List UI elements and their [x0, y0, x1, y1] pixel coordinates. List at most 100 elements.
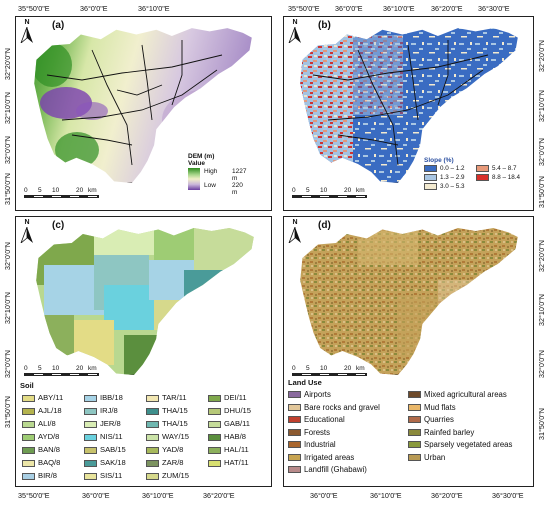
top-lon-label-1: 35°50'0"E	[18, 4, 50, 13]
left-lat-label-3: 32°0'0"N	[3, 136, 12, 164]
scale-10: 10	[320, 365, 328, 372]
left-lat-label-6: 32°10'0"N	[3, 292, 12, 324]
left-lat-label-8: 31°50'0"N	[3, 396, 12, 428]
legend-label: HAB/8	[224, 432, 246, 441]
soil-legend-item: GAB/11	[208, 419, 250, 428]
scale-unit: km	[356, 187, 365, 194]
legend-swatch	[408, 391, 421, 399]
legend-label: 5.4 – 8.7	[492, 165, 517, 172]
left-lat-label-1: 32°20'0"N	[3, 48, 12, 80]
landuse-legend-item: Industrial	[288, 440, 336, 450]
scale-0: 0	[292, 365, 296, 372]
north-arrow-d: N	[288, 219, 302, 248]
legend-label: AYD/8	[38, 432, 60, 441]
slope-legend-item: 1.3 – 2.9	[424, 173, 465, 182]
legend-label: SIS/11	[100, 471, 123, 480]
right-lat-label-2: 32°10'0"N	[537, 90, 546, 122]
legend-label: 3.0 – 5.3	[440, 183, 465, 190]
scale-10: 10	[52, 187, 60, 194]
legend-label: JER/8	[100, 419, 121, 428]
legend-swatch	[208, 394, 221, 402]
soil-legend-item: YAD/8	[146, 445, 183, 454]
legend-label: BAQ/8	[38, 458, 61, 467]
scale-20: 20	[76, 365, 84, 372]
legend-label: HAT/11	[224, 458, 249, 467]
top-lon-label-7: 36°20'0"E	[431, 4, 463, 13]
soil-legend-item: JER/8	[84, 419, 121, 428]
soil-legend-item: SIS/11	[84, 471, 122, 480]
scale-bar-b: 0 5 10 20 km	[292, 187, 367, 198]
landuse-map	[300, 228, 518, 375]
legend-swatch	[288, 453, 301, 461]
legend-label: 8.8 – 18.4	[492, 174, 521, 181]
dem-high-label: High	[204, 168, 218, 175]
left-lat-label-7: 32°0'0"N	[3, 350, 12, 378]
legend-swatch	[84, 420, 97, 428]
legend-label: BAN/8	[38, 445, 60, 454]
soil-legend-item: DEI/11	[208, 393, 247, 402]
legend-swatch	[22, 407, 35, 415]
soil-legend-item: SAB/15	[84, 445, 126, 454]
legend-swatch	[146, 433, 159, 441]
dem-low-label: Low	[204, 182, 216, 189]
panel-b-label: (b)	[318, 20, 331, 31]
soil-legend: ABY/11 IBB/18 TAR/11 DEI/11 AJL/18 IRJ/8 THA/1…	[22, 393, 270, 485]
landuse-legend-item: Mud flats	[408, 403, 456, 413]
slope-legend-title: Slope (%)	[424, 157, 454, 164]
legend-label: Quarries	[424, 415, 454, 424]
left-lat-label-5: 32°0'0"N	[3, 242, 12, 270]
dem-map	[34, 28, 252, 183]
landuse-legend-item: Landfill (Ghabawi)	[288, 465, 367, 475]
soil-legend-title: Soil	[20, 381, 34, 390]
right-lat-label-5: 32°20'0"N	[537, 240, 546, 272]
legend-swatch	[22, 394, 35, 402]
legend-label: SAK/18	[100, 458, 126, 467]
legend-label: Sparsely vegetated areas	[424, 440, 513, 449]
legend-swatch	[288, 391, 301, 399]
legend-swatch	[146, 407, 159, 415]
scale-5: 5	[38, 365, 42, 372]
bottom-lon-label-7: 36°20'0"E	[431, 491, 463, 500]
legend-label: Bare rocks and gravel	[304, 402, 380, 412]
scale-0: 0	[292, 187, 296, 194]
legend-label: SAB/15	[100, 445, 126, 454]
north-arrow-icon	[20, 226, 33, 245]
panel-b-slope: N (b) 0 5 10 20 km Slope (%) 0.0 – 1.2 5.4 – …	[283, 16, 534, 211]
soil-legend-item: THA/15	[146, 419, 188, 428]
landuse-legend-item: Forests	[288, 428, 330, 438]
landuse-legend-item: Airports	[288, 390, 331, 400]
scale-0: 0	[24, 365, 28, 372]
top-lon-label-8: 36°30'0"E	[478, 4, 510, 13]
slope-legend-item: 3.0 – 5.3	[424, 182, 465, 191]
right-lat-label-7: 32°0'0"N	[537, 350, 546, 378]
legend-label: ZUM/15	[162, 471, 190, 480]
bottom-lon-label-6: 36°10'0"E	[370, 491, 402, 500]
soil-map	[36, 228, 254, 375]
scale-bar-c: 0 5 10 20 km	[24, 365, 99, 376]
legend-swatch	[208, 446, 221, 454]
soil-legend-item: ALI/8	[22, 419, 56, 428]
legend-label: DHU/15	[224, 406, 252, 415]
top-lon-label-5: 36°0'0"E	[335, 4, 363, 13]
panel-d-label: (d)	[318, 220, 331, 231]
legend-swatch	[22, 446, 35, 454]
landuse-legend-title: Land Use	[288, 378, 322, 387]
legend-swatch	[408, 453, 421, 461]
north-label: N	[24, 19, 30, 26]
legend-label: HAL/11	[224, 445, 249, 454]
bottom-lon-label-4: 36°20'0"E	[203, 491, 235, 500]
dem-low-value: 220 m	[232, 182, 243, 196]
soil-legend-item: AJL/18	[22, 406, 62, 415]
legend-label: 0.0 – 1.2	[440, 165, 465, 172]
legend-swatch	[208, 407, 221, 415]
legend-label: ZAR/8	[162, 458, 184, 467]
right-lat-label-1: 32°20'0"N	[537, 40, 546, 72]
legend-swatch	[424, 173, 437, 181]
landuse-legend-item: Quarries	[408, 415, 454, 425]
scale-bar-graphic	[292, 373, 367, 376]
legend-label: Forests	[304, 427, 330, 437]
soil-legend-item: ZUM/15	[146, 471, 189, 480]
soil-legend-item: AYD/8	[22, 432, 59, 441]
legend-label: Urban	[424, 452, 446, 462]
scale-10: 10	[52, 365, 60, 372]
